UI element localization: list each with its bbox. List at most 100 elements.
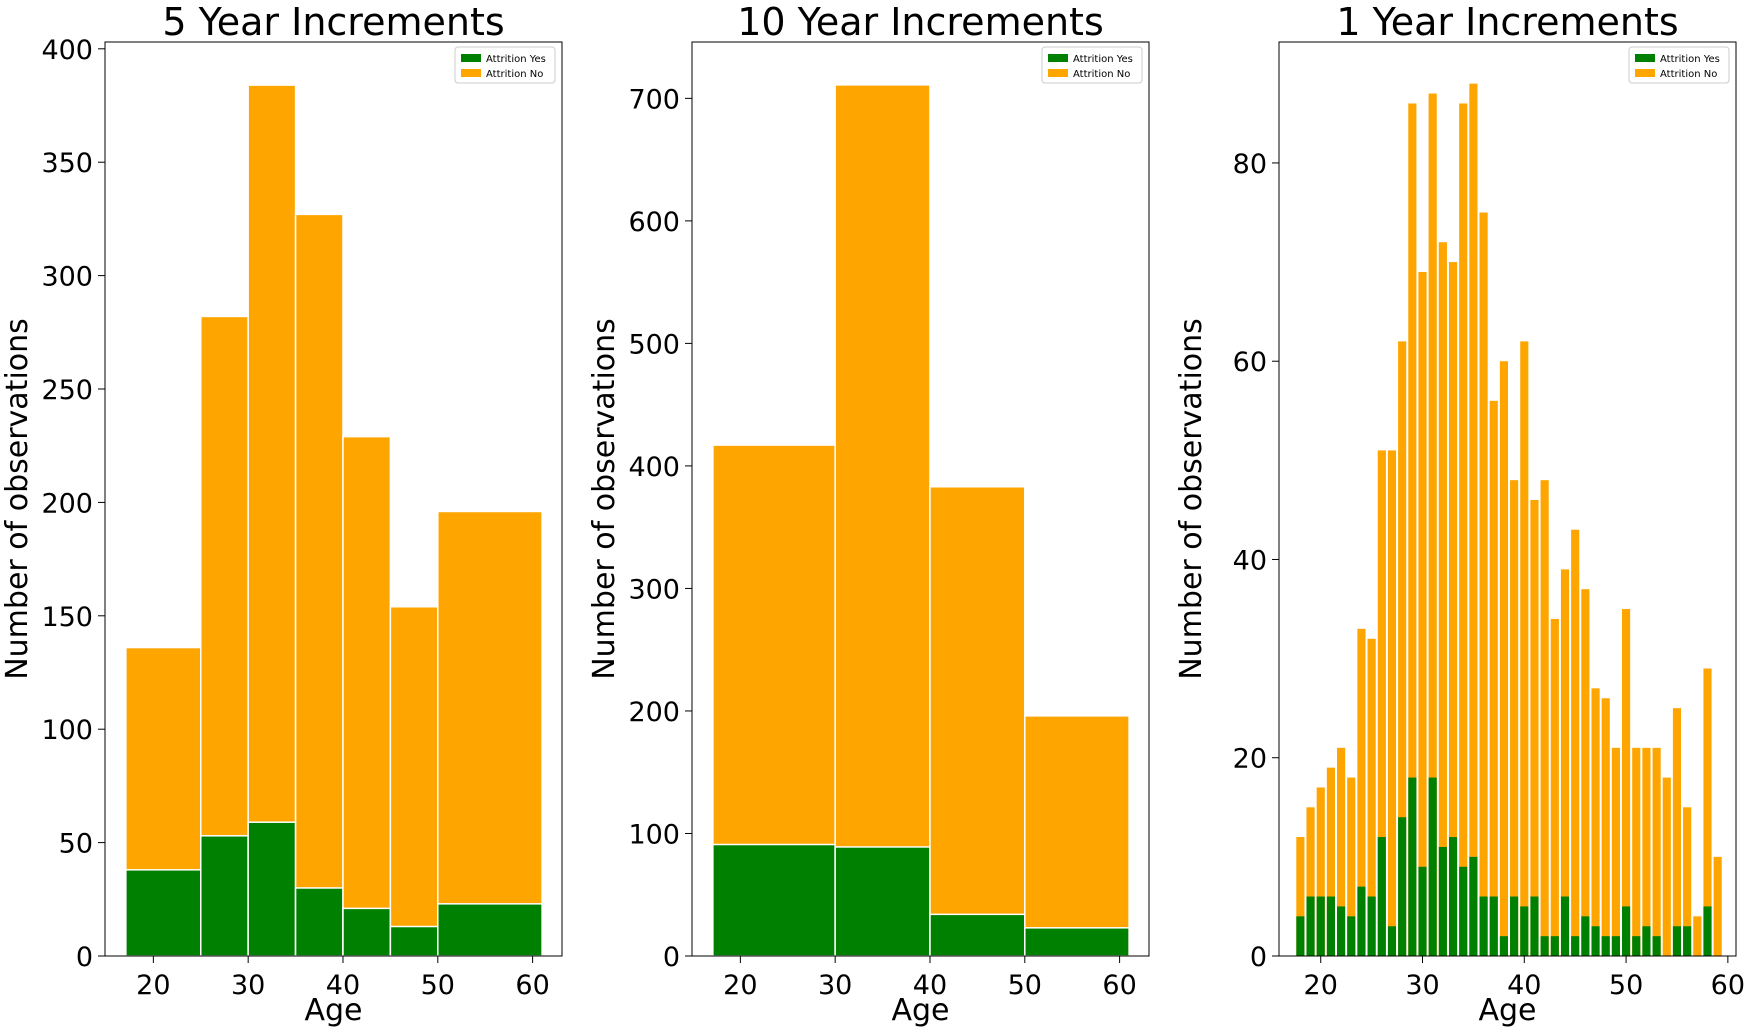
bar-attrition-no — [1448, 262, 1458, 957]
bar-attrition-no — [1408, 103, 1417, 956]
y-tick-label: 60 — [1233, 347, 1267, 378]
y-tick-label: 250 — [41, 375, 93, 406]
bar-attrition-yes — [389, 925, 439, 957]
bar-attrition-no — [1418, 271, 1427, 956]
x-tick-label: 50 — [421, 970, 455, 1001]
bar-attrition-no — [1571, 529, 1580, 956]
y-tick-label: 0 — [663, 942, 680, 973]
bar-attrition-yes — [1632, 936, 1641, 956]
bar-attrition-no — [1591, 688, 1600, 956]
x-tick-label: 20 — [1304, 970, 1338, 1001]
bar-attrition-yes — [1459, 866, 1468, 956]
chart-title: 1 Year Increments — [1336, 0, 1678, 44]
bar-attrition-no — [437, 510, 543, 957]
bar-attrition-no — [389, 605, 439, 957]
bar-attrition-no — [294, 213, 344, 957]
y-tick-label: 0 — [76, 942, 93, 973]
bar-attrition-yes — [1428, 777, 1437, 956]
bar-attrition-yes — [294, 887, 344, 957]
bar-attrition-yes — [1540, 936, 1549, 956]
y-axis-label: Number of observations — [0, 318, 35, 680]
bar-attrition-yes — [1591, 926, 1600, 956]
x-tick-label: 60 — [1102, 970, 1136, 1001]
y-axis-label: Number of observations — [587, 318, 622, 680]
legend-label: Attrition Yes — [1660, 54, 1720, 65]
bar-attrition-yes — [1337, 906, 1346, 956]
bar-attrition-yes — [1560, 896, 1570, 956]
bar-attrition-yes — [1571, 936, 1580, 956]
x-tick-label: 30 — [231, 970, 265, 1001]
y-tick-label: 0 — [1250, 942, 1267, 973]
bar-attrition-no — [1550, 618, 1559, 956]
x-tick-label: 50 — [1609, 970, 1643, 1001]
x-tick-label: 40 — [1507, 970, 1541, 1001]
bar-attrition-no — [1499, 361, 1509, 957]
bar-attrition-no — [1367, 638, 1376, 956]
bar-attrition-yes — [247, 821, 297, 957]
legend-swatch-yes — [1635, 54, 1655, 62]
legend-label: Attrition Yes — [486, 54, 546, 65]
y-tick-label: 100 — [628, 819, 680, 850]
bar-attrition-no — [1357, 628, 1366, 956]
bar-attrition-yes — [1581, 916, 1590, 956]
x-tick-label: 60 — [1711, 970, 1745, 1001]
bar-attrition-yes — [1550, 936, 1559, 956]
legend-label: Attrition No — [486, 69, 543, 80]
y-tick-label: 300 — [628, 574, 680, 605]
bar-attrition-no — [1510, 480, 1519, 956]
y-tick-label: 500 — [628, 329, 680, 360]
bar-attrition-no — [1642, 747, 1651, 956]
bar-attrition-no — [1693, 916, 1702, 956]
bar-attrition-no — [1530, 499, 1539, 956]
bar-attrition-yes — [200, 835, 249, 957]
chart-title: 10 Year Increments — [737, 0, 1104, 44]
x-tick-label: 20 — [136, 970, 170, 1001]
bar-attrition-yes — [1520, 906, 1529, 956]
bar-attrition-yes — [1601, 936, 1610, 956]
y-tick-label: 200 — [41, 488, 93, 519]
bar-attrition-yes — [834, 846, 931, 957]
bar-attrition-yes — [1418, 866, 1427, 956]
legend: Attrition Yes Attrition No — [454, 46, 556, 84]
x-tick-label: 30 — [1405, 970, 1439, 1001]
bar-attrition-yes — [1357, 886, 1366, 956]
bar-attrition-no — [1387, 450, 1397, 956]
bar-attrition-no — [1306, 807, 1315, 956]
bar-attrition-yes — [1703, 906, 1712, 956]
bar-attrition-yes — [1652, 936, 1661, 956]
legend: Attrition Yes Attrition No — [1041, 46, 1143, 84]
bar-attrition-no — [1560, 569, 1570, 956]
chart-panel-1: 20 30 40 50 60 0 50 100 150 200 250 300 350 400 5 Year… — [0, 0, 563, 1028]
bar-attrition-no — [1601, 698, 1610, 956]
bar-attrition-yes — [1296, 916, 1305, 956]
bar-attrition-yes — [125, 869, 202, 957]
x-axis-label: Age — [891, 993, 949, 1028]
bar-attrition-yes — [437, 903, 543, 957]
y-tick-label: 200 — [628, 697, 680, 728]
bar-attrition-yes — [1622, 906, 1631, 956]
bar-attrition-no — [1337, 747, 1346, 956]
x-tick-label: 30 — [818, 970, 852, 1001]
bar-attrition-yes — [1499, 936, 1509, 956]
legend-swatch-yes — [461, 54, 481, 62]
bar-attrition-no — [1459, 103, 1468, 956]
y-tick-label: 50 — [59, 829, 93, 860]
y-tick-label: 700 — [628, 84, 680, 115]
bar-attrition-yes — [929, 913, 1026, 957]
y-tick-label: 300 — [41, 262, 93, 293]
y-tick-label: 100 — [41, 715, 93, 746]
bar-attrition-yes — [1398, 817, 1407, 956]
bar-attrition-no — [1489, 400, 1498, 956]
y-tick-label: 40 — [1233, 545, 1267, 576]
bar-attrition-no — [929, 485, 1026, 957]
legend-swatch-no — [1635, 69, 1655, 77]
legend-label: Attrition No — [1660, 69, 1717, 80]
bar-attrition-no — [1296, 837, 1305, 956]
y-tick-label: 20 — [1233, 744, 1267, 775]
bar-attrition-no — [1662, 777, 1671, 956]
bar-attrition-yes — [1347, 916, 1356, 956]
bar-attrition-no — [1632, 747, 1641, 956]
bar-attrition-yes — [1377, 837, 1386, 956]
y-tick-label: 400 — [628, 452, 680, 483]
